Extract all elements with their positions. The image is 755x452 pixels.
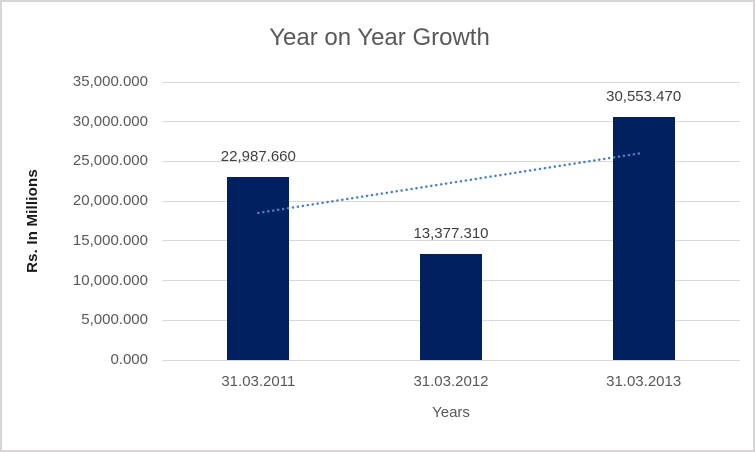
y-axis-tick-label: 30,000.000 xyxy=(72,112,148,130)
x-axis-tick-label: 31.03.2012 xyxy=(413,373,489,390)
bar-value-label: 30,553.470 xyxy=(606,88,682,106)
chart-title: Year on Year Growth xyxy=(269,24,490,51)
gridline xyxy=(162,121,740,123)
bar-value-label: 13,377.310 xyxy=(413,224,489,242)
bar-value-label: 22,987.660 xyxy=(220,148,296,166)
x-axis-tick-label: 31.03.2013 xyxy=(606,373,682,390)
y-axis-tick-label: 25,000.000 xyxy=(72,152,148,170)
bar xyxy=(420,253,482,360)
y-axis-tick-label: 35,000.000 xyxy=(72,73,148,90)
x-axis-tick-label: 31.03.2011 xyxy=(221,373,296,390)
x-axis-title: Years xyxy=(432,404,470,421)
gridline xyxy=(162,81,740,83)
gridline xyxy=(162,359,740,361)
y-axis-tick-label: 0.000 xyxy=(110,351,148,368)
y-axis-tick-label: 20,000.000 xyxy=(72,192,148,210)
gridline xyxy=(162,240,740,242)
y-axis-tick-label: 15,000.000 xyxy=(72,231,148,249)
bar xyxy=(612,117,675,360)
bar xyxy=(227,177,290,360)
y-axis-title: Rs. In Millions xyxy=(24,169,41,273)
y-axis-tick-label: 5,000.000 xyxy=(81,311,148,329)
y-axis-tick-label: 10,000.000 xyxy=(72,271,148,289)
